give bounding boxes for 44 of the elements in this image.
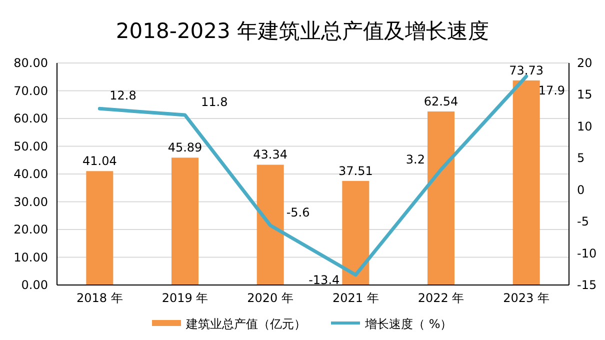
y2-tick-label: -15 (577, 278, 597, 292)
y2-tick-label: 10 (577, 119, 592, 134)
bar (256, 164, 284, 285)
legend-label: 增长速度（ %） (364, 317, 452, 331)
y-tick-label: 50.00 (14, 139, 48, 154)
y-tick-label: 80.00 (14, 56, 48, 70)
chart-title: 2018-2023 年建筑业总产值及增长速度 (116, 19, 490, 43)
bar (172, 158, 198, 285)
data-label: 11.8 (201, 95, 228, 110)
y-tick-label: 0.00 (21, 278, 48, 292)
data-label: -13.4 (308, 272, 340, 287)
data-label: 12.8 (110, 88, 136, 103)
data-label: -5.6 (286, 205, 310, 220)
y2-tick-label: -10 (577, 246, 597, 260)
x-tick-label: 2022 年 (418, 291, 464, 305)
y2-tick-label: 15 (577, 88, 592, 102)
data-label: 37.51 (338, 164, 373, 178)
x-tick-label: 2023 年 (503, 291, 550, 305)
x-tick-label: 2018 年 (76, 291, 123, 305)
y2-tick-label: 5 (577, 151, 585, 166)
data-label: 17.9 (538, 83, 566, 98)
y2-tick-label: 20 (577, 56, 592, 70)
data-label: 41.04 (82, 154, 117, 168)
data-label: 45.89 (168, 140, 202, 155)
data-label: 62.54 (424, 94, 458, 108)
y-tick-label: 70.00 (14, 84, 48, 98)
bar (428, 111, 454, 285)
y-tick-label: 60.00 (14, 112, 48, 126)
y-tick-label: 10.00 (14, 250, 48, 264)
legend-label: 建筑业总产值（亿元） (185, 317, 306, 331)
bar (86, 171, 114, 285)
x-tick-label: 2021 年 (332, 291, 379, 305)
y-tick-label: 30.00 (14, 194, 48, 209)
y2-tick-label: 0 (577, 182, 585, 197)
data-label: 73.73 (509, 63, 544, 78)
x-tick-label: 2019 年 (162, 291, 208, 305)
x-tick-label: 2020 年 (247, 291, 294, 305)
y2-tick-label: -5 (577, 214, 589, 229)
bar (342, 180, 370, 285)
bar (512, 80, 540, 285)
y-tick-label: 40.00 (14, 167, 48, 181)
data-label: 43.34 (253, 148, 288, 162)
y-tick-label: 20.00 (14, 222, 48, 236)
data-label: 3.2 (406, 152, 425, 167)
